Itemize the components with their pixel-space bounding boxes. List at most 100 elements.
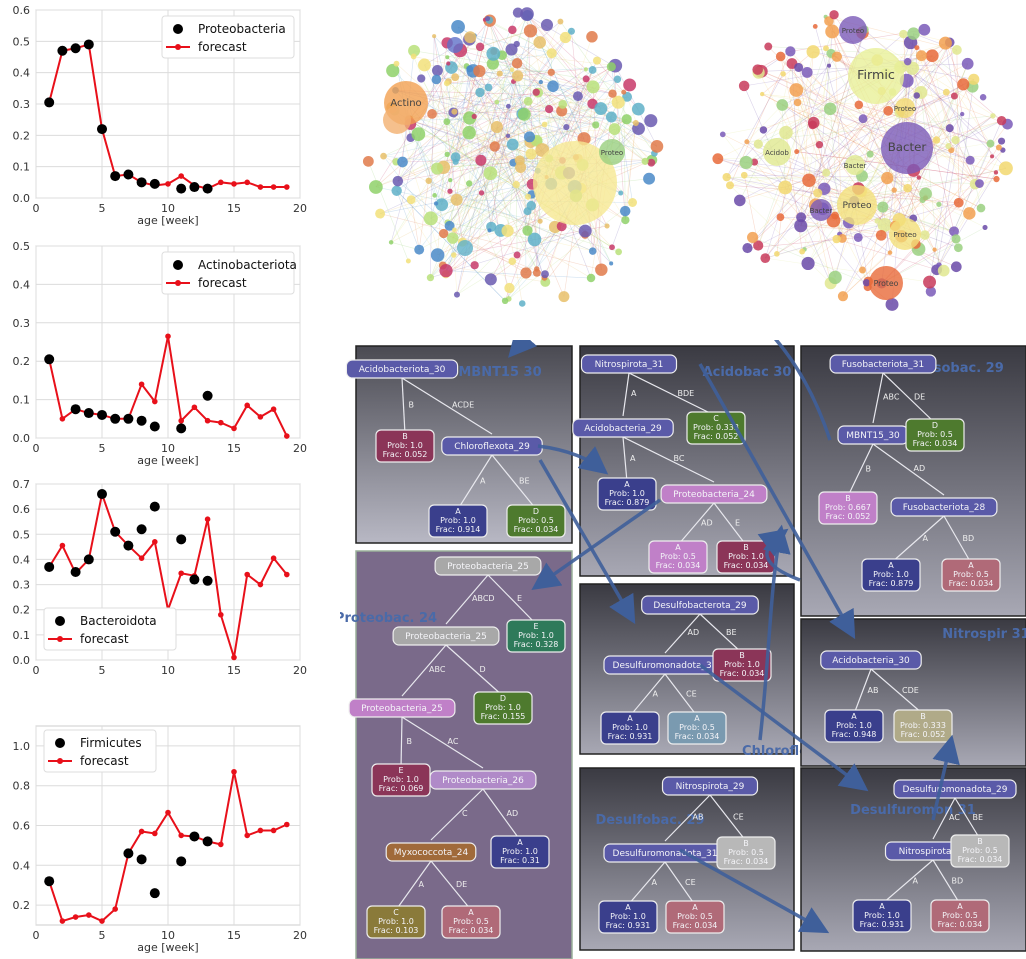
network-node bbox=[540, 18, 554, 32]
network-edge bbox=[781, 63, 793, 106]
x-tick-label: 20 bbox=[293, 202, 307, 215]
network-node bbox=[742, 243, 753, 254]
tree-edge bbox=[677, 502, 715, 546]
network-node bbox=[950, 92, 958, 100]
legend-marker-forecast-dot bbox=[175, 44, 181, 50]
network-edge bbox=[496, 126, 546, 283]
network-hub-node bbox=[845, 155, 865, 175]
network-node bbox=[483, 166, 498, 181]
network-edge bbox=[545, 230, 586, 283]
tree-split-node bbox=[893, 779, 1017, 799]
forecast-point bbox=[257, 827, 264, 834]
forecast-point bbox=[152, 830, 158, 837]
legend-marker-forecast-dot bbox=[57, 758, 63, 764]
network-node bbox=[532, 88, 540, 96]
network-node bbox=[537, 218, 543, 224]
network-hub-node bbox=[763, 138, 791, 166]
tree-edge-label: ABC bbox=[429, 665, 446, 674]
tree-leaf-text: A bbox=[625, 903, 631, 912]
network-node bbox=[520, 267, 532, 279]
tree-leaf-node bbox=[648, 540, 708, 574]
network-node bbox=[517, 107, 531, 121]
network-edge bbox=[782, 104, 923, 201]
network-node bbox=[960, 111, 965, 117]
tree-edge-label: DE bbox=[456, 880, 467, 889]
network-node bbox=[432, 34, 437, 39]
tree-leaf-text: B bbox=[402, 432, 408, 441]
network-node bbox=[938, 36, 952, 50]
tree-leaf-node bbox=[824, 709, 884, 743]
network-node bbox=[511, 58, 523, 69]
network-edge bbox=[466, 66, 492, 227]
legend-box bbox=[161, 251, 295, 295]
observed-point bbox=[44, 97, 55, 108]
legend-marker-forecast-dot bbox=[57, 636, 63, 642]
tree-leaf-node bbox=[716, 836, 776, 870]
forecast-point bbox=[231, 181, 237, 187]
forecast-point bbox=[165, 181, 171, 187]
network-edge bbox=[375, 87, 489, 188]
network-node bbox=[582, 75, 590, 83]
network-edge bbox=[454, 111, 517, 185]
network-node bbox=[594, 102, 608, 116]
network-edge bbox=[906, 49, 958, 81]
network-edge bbox=[408, 119, 520, 161]
network-edge bbox=[394, 110, 529, 198]
tree-panel-title: Desulfuromon 31 bbox=[850, 803, 976, 818]
network-edge bbox=[441, 67, 452, 205]
network-edge bbox=[375, 104, 563, 188]
network-node bbox=[961, 57, 974, 70]
network-node bbox=[427, 109, 437, 119]
network-node bbox=[650, 140, 664, 153]
network-node bbox=[462, 125, 476, 140]
x-tick-label: 15 bbox=[227, 929, 241, 942]
tree-leaf-node bbox=[490, 835, 550, 869]
network-edge bbox=[936, 63, 968, 141]
observed-point bbox=[97, 489, 107, 500]
y-tick-label: 0.5 bbox=[13, 528, 31, 541]
network-node bbox=[471, 113, 477, 119]
tree-leaf-text: Frac: 0.052 bbox=[826, 512, 871, 521]
tree-edge bbox=[932, 797, 956, 840]
network-node bbox=[431, 74, 442, 85]
tree-leaf-text: Frac: 0.914 bbox=[436, 525, 481, 534]
tree-edge bbox=[400, 716, 403, 769]
network-node bbox=[899, 29, 908, 39]
tree-leaf-node bbox=[375, 429, 435, 463]
network-node bbox=[475, 154, 487, 166]
network-edge bbox=[383, 155, 538, 172]
tree-split-label: Proteobacteria_24 bbox=[673, 490, 755, 500]
tree-edge-label: B bbox=[409, 401, 415, 410]
network-edge bbox=[480, 160, 492, 227]
tree-edge bbox=[445, 574, 489, 625]
network-hub-label: Actino bbox=[390, 98, 421, 109]
tree-leaf-text: Frac: 0.069 bbox=[379, 784, 424, 793]
tree-split-node bbox=[661, 776, 759, 796]
network-node bbox=[518, 300, 526, 307]
network-edge bbox=[430, 230, 586, 278]
network-node bbox=[523, 24, 538, 38]
tree-leaf-text: Prob: 1.0 bbox=[728, 552, 764, 561]
tree-edge bbox=[709, 794, 747, 842]
network-edge bbox=[489, 20, 513, 70]
legend-marker-observed bbox=[173, 260, 183, 270]
tree-leaf-text: Prob: 1.0 bbox=[609, 489, 645, 498]
tree-leaf-text: A bbox=[888, 561, 894, 570]
network-node bbox=[641, 157, 649, 165]
network-node bbox=[963, 207, 976, 220]
network-edge bbox=[473, 116, 528, 212]
x-axis-label: age [week] bbox=[137, 941, 198, 954]
tree-leaf-text: C bbox=[393, 908, 399, 917]
network-edge bbox=[468, 75, 518, 133]
network-node bbox=[813, 188, 823, 198]
network-node bbox=[801, 256, 815, 271]
tree-leaf-node bbox=[506, 619, 566, 653]
observed-point bbox=[136, 177, 147, 188]
network-node bbox=[907, 27, 920, 40]
y-tick-label: 0.5 bbox=[13, 35, 31, 48]
network-node bbox=[776, 99, 789, 111]
network-node bbox=[405, 258, 411, 264]
network-node bbox=[949, 226, 959, 237]
network-node bbox=[484, 83, 493, 92]
